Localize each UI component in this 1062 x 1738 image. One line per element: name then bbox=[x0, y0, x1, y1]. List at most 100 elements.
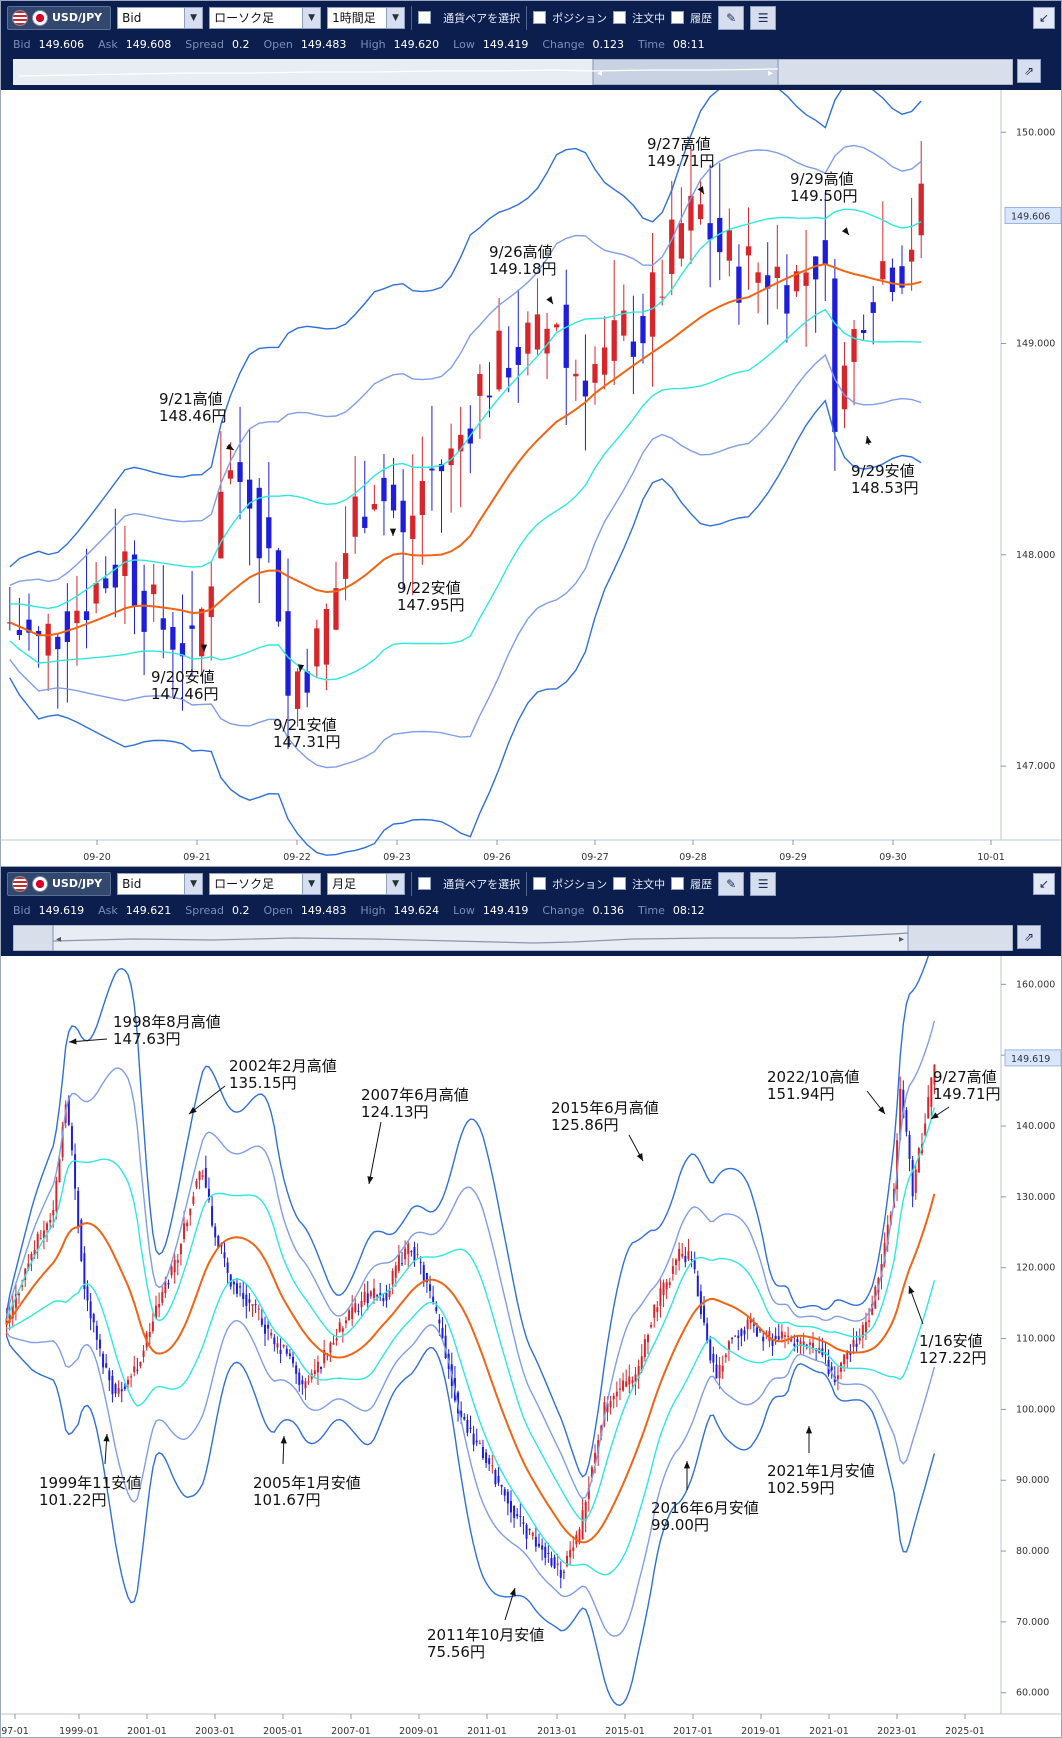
chart-toolbar: USD/JPY Bid ▼ ローソク足 ▼ 月足 ▼ 通貨ペアを選択 ポジション… bbox=[1, 867, 1061, 900]
minimize-button[interactable]: ↙ bbox=[1033, 6, 1055, 29]
annotation-label: 2005年1月安値 bbox=[253, 1474, 361, 1492]
select-pair-toggle[interactable]: 通貨ペアを選択 bbox=[418, 876, 520, 892]
orders-toggle[interactable]: 注文中 bbox=[613, 10, 665, 26]
draw-icon: ✎ bbox=[726, 876, 737, 891]
candle-body bbox=[671, 1266, 674, 1274]
candle-body bbox=[707, 223, 713, 240]
candle-body bbox=[668, 1282, 671, 1285]
x-tick-label: 09-28 bbox=[679, 852, 707, 863]
annotation-label: 2011年10月安値 bbox=[427, 1626, 544, 1644]
candle-body bbox=[659, 1288, 662, 1306]
annotation-label: 2015年6月高値 bbox=[551, 1099, 659, 1117]
position-label: ポジション bbox=[552, 11, 608, 25]
candle-body bbox=[131, 554, 138, 606]
x-tick-label: 2003-01 bbox=[195, 1726, 235, 1737]
candle-body bbox=[569, 1549, 572, 1558]
select-pair-checkbox[interactable] bbox=[418, 11, 432, 24]
draw-tool-button[interactable]: ✎ bbox=[718, 871, 745, 896]
y-tick-label: 160.000 bbox=[1016, 979, 1055, 990]
history-toggle[interactable]: 履歴 bbox=[671, 876, 712, 892]
band-sigma1-lower bbox=[9, 308, 922, 681]
navigator-window[interactable] bbox=[592, 59, 779, 85]
x-tick-label: 2015-01 bbox=[605, 1726, 645, 1737]
quote-bar: Bid 149.619 Ask 149.621 Spread 0.2 Open … bbox=[1, 900, 1061, 920]
annotation-arrowhead bbox=[389, 528, 397, 536]
settings-button[interactable]: ☰ bbox=[750, 871, 777, 896]
candle-body bbox=[352, 496, 358, 537]
candlestick-chart-monthly[interactable]: 160.000150.000140.000130.000120.000110.0… bbox=[1, 956, 1061, 1737]
history-checkbox[interactable] bbox=[671, 11, 685, 24]
x-tick-label: 97-01 bbox=[1, 1726, 29, 1737]
candle-body bbox=[30, 1253, 33, 1260]
x-tick-label: 09-20 bbox=[83, 852, 111, 863]
annotation-arrowhead bbox=[69, 1038, 77, 1045]
chart-type-select[interactable]: ローソク足 ▼ bbox=[209, 872, 322, 895]
spread-value: 0.2 bbox=[231, 37, 250, 51]
candle-body bbox=[122, 551, 128, 576]
us-flag-icon bbox=[12, 9, 28, 26]
candle-body bbox=[812, 1342, 815, 1349]
x-tick-label: 2017-01 bbox=[673, 1726, 713, 1737]
timeframe-select[interactable]: 1時間足 ▼ bbox=[327, 6, 406, 29]
orders-toggle[interactable]: 注文中 bbox=[613, 876, 665, 892]
price-type-select[interactable]: Bid ▼ bbox=[117, 6, 204, 29]
candle-body bbox=[199, 608, 205, 657]
candle-body bbox=[195, 1181, 198, 1187]
candle-body bbox=[669, 219, 675, 274]
candle-body bbox=[718, 1364, 721, 1379]
candle-body bbox=[123, 1386, 126, 1390]
navigator-scroller[interactable]: ◂ ▸ bbox=[13, 59, 1013, 85]
current-price-tag bbox=[1004, 1049, 1061, 1067]
y-tick-label: 150.000 bbox=[1016, 127, 1055, 138]
candle-body bbox=[697, 204, 704, 220]
candle-body bbox=[344, 1320, 347, 1324]
candle-body bbox=[488, 1458, 491, 1465]
open-value: 149.483 bbox=[300, 37, 347, 51]
chart-type-select[interactable]: ローソク足 ▼ bbox=[209, 6, 322, 29]
candle-body bbox=[167, 1283, 170, 1285]
position-checkbox[interactable] bbox=[533, 877, 547, 890]
candle-body bbox=[734, 1335, 737, 1337]
draw-tool-button[interactable]: ✎ bbox=[718, 5, 745, 30]
currency-pair-selector[interactable]: USD/JPY bbox=[7, 871, 112, 896]
position-checkbox[interactable] bbox=[533, 11, 547, 24]
position-toggle[interactable]: ポジション bbox=[533, 10, 607, 26]
x-tick-label: 10-01 bbox=[977, 852, 1005, 863]
orders-checkbox[interactable] bbox=[613, 11, 627, 24]
candle-body bbox=[397, 1254, 400, 1271]
timeframe-select[interactable]: 月足 ▼ bbox=[327, 872, 406, 895]
auto-scroll-button[interactable]: ⇗ bbox=[1017, 59, 1041, 83]
navigator-right-handle[interactable]: ▸ bbox=[899, 934, 904, 945]
y-tick-label: 149.000 bbox=[1016, 339, 1055, 350]
candle-body bbox=[870, 302, 876, 313]
auto-scroll-button[interactable]: ⇗ bbox=[1017, 925, 1041, 949]
orders-checkbox[interactable] bbox=[613, 877, 627, 890]
candle-body bbox=[475, 1440, 478, 1443]
select-pair-checkbox[interactable] bbox=[418, 877, 432, 890]
x-tick-label: 09-29 bbox=[779, 852, 807, 863]
price-type-select[interactable]: Bid ▼ bbox=[117, 872, 204, 895]
select-pair-toggle[interactable]: 通貨ペアを選択 bbox=[418, 10, 520, 26]
candlestick-chart-hourly[interactable]: 150.000 149.000 148.000 147.000 09-20 09-21 09… bbox=[1, 90, 1061, 866]
candle-body bbox=[295, 1365, 298, 1374]
minimize-button[interactable]: ↙ bbox=[1033, 872, 1055, 895]
arrow-up-right-icon: ⇗ bbox=[1023, 64, 1035, 78]
navigator-right-handle[interactable]: ▸ bbox=[768, 68, 773, 79]
chart-panel-hourly: USD/JPY Bid ▼ ローソク足 ▼ 1時間足 ▼ 通貨ペアを選択 ポジシ… bbox=[0, 0, 1062, 866]
moving-average-line bbox=[9, 263, 922, 637]
navigator-left-handle[interactable]: ◂ bbox=[597, 68, 602, 79]
candle-body bbox=[774, 1335, 777, 1340]
navigator-scroller[interactable]: ◂ ▸ bbox=[13, 925, 1013, 951]
candle-body bbox=[192, 1196, 195, 1204]
quote-bar: Bid 149.606 Ask 149.608 Spread 0.2 Open … bbox=[1, 34, 1061, 54]
history-checkbox[interactable] bbox=[671, 877, 685, 890]
navigator-left-handle[interactable]: ◂ bbox=[56, 934, 61, 945]
history-toggle[interactable]: 履歴 bbox=[671, 10, 712, 26]
candle-body bbox=[333, 588, 339, 630]
candle-body bbox=[463, 1416, 466, 1420]
band-sigma3-lower bbox=[9, 399, 922, 856]
candle-body bbox=[385, 1293, 388, 1301]
settings-button[interactable]: ☰ bbox=[750, 5, 777, 30]
currency-pair-selector[interactable]: USD/JPY bbox=[7, 5, 112, 30]
position-toggle[interactable]: ポジション bbox=[533, 876, 607, 892]
